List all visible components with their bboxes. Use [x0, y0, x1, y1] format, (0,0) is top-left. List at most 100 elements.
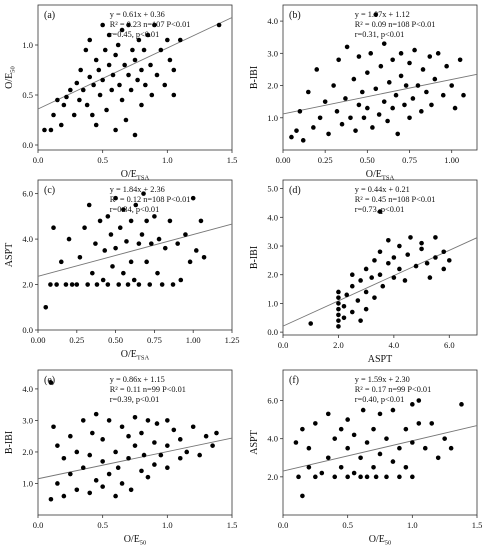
data-point	[360, 407, 366, 413]
data-point	[424, 260, 430, 266]
data-point	[363, 266, 369, 272]
data-point	[361, 115, 367, 121]
data-point	[149, 92, 155, 98]
y-tick-label: 6.0	[267, 396, 278, 406]
y-tick-label: 3.0	[267, 48, 278, 58]
data-point	[365, 105, 370, 111]
data-point	[313, 421, 318, 426]
data-point	[190, 195, 196, 201]
data-point	[413, 263, 419, 269]
data-point	[403, 426, 409, 432]
panel-b: 0.00 0.25 0.50 0.75 1.00 1.0 2.0 3.0 4.0 (b) y = 1…	[249, 4, 478, 182]
data-point	[358, 474, 363, 480]
data-point	[147, 282, 153, 287]
data-point	[139, 430, 144, 436]
data-point	[341, 315, 347, 321]
y-axis-label: O/E50	[4, 66, 17, 89]
data-point	[102, 248, 108, 253]
stats-line: r=0.34, p<0.01	[110, 205, 159, 214]
data-point	[364, 440, 370, 445]
data-point	[390, 57, 395, 63]
x-tick-label: 4.0	[389, 340, 400, 350]
y-tick-label: 3.0	[267, 241, 278, 251]
data-point	[113, 195, 118, 201]
data-point	[296, 474, 301, 480]
x-tick-label: 1.0	[162, 155, 173, 165]
data-point	[332, 436, 338, 441]
data-point	[397, 445, 402, 451]
data-point	[110, 264, 115, 269]
panel-d: 0.0 2.0 4.0 6.0 0.0 1.0 2.0 3.0 4.0 5.0 (d) y = 0.4…	[249, 179, 478, 365]
data-point	[51, 225, 56, 231]
stats-line: y = 0.61x + 0.36	[110, 10, 165, 19]
x-axis-label: ASPT	[368, 354, 392, 365]
data-point	[64, 94, 69, 100]
data-point	[384, 436, 389, 441]
data-point	[113, 245, 118, 251]
data-point	[372, 258, 377, 263]
x-tick-label: 0.0	[33, 520, 44, 530]
data-point	[131, 277, 137, 283]
panel-label: (b)	[289, 10, 301, 21]
data-point	[345, 417, 350, 422]
data-point	[97, 218, 103, 224]
data-point	[85, 282, 90, 287]
data-point	[152, 440, 157, 445]
data-point	[386, 260, 391, 266]
data-point	[170, 282, 176, 287]
data-point	[165, 465, 170, 471]
data-point	[133, 202, 139, 208]
x-tick-label: 1.5	[472, 520, 482, 530]
stats-line: r=0.31, p<0.01	[355, 30, 404, 39]
panel-e: 0.0 0.5 1.0 1.5 1.0 2.0 3.0 4.0 (e) y = 0.86x + 1…	[4, 369, 237, 547]
data-point	[336, 312, 341, 318]
data-point	[300, 138, 306, 143]
data-point	[356, 102, 362, 108]
data-point	[349, 283, 355, 289]
y-tick-label: 5.0	[267, 184, 278, 194]
data-point	[152, 462, 157, 467]
data-point	[338, 465, 344, 470]
panel-a: 0.0 0.5 1.0 1.5 0.0 0.5 1.0 (a) y = 0.61x + 0.36…	[4, 4, 237, 182]
data-point	[156, 236, 162, 242]
x-axis-label: O/ETSA	[121, 349, 150, 362]
data-point	[345, 474, 350, 480]
data-point	[441, 249, 447, 255]
data-point	[158, 452, 164, 458]
data-point	[66, 236, 72, 242]
data-point	[368, 51, 374, 56]
data-point	[422, 445, 428, 451]
x-tick-label: 0.00	[31, 335, 46, 345]
panel-label: (d)	[289, 185, 301, 196]
x-tick-label: 1.0	[162, 520, 173, 530]
data-point	[77, 97, 82, 103]
data-point	[419, 109, 424, 114]
data-point	[177, 437, 183, 442]
data-point	[351, 470, 357, 476]
data-point	[402, 102, 407, 108]
data-point	[165, 418, 170, 423]
x-tick-label: 0.75	[402, 155, 417, 165]
data-point	[322, 99, 328, 104]
data-point	[152, 22, 157, 28]
data-point	[171, 67, 177, 73]
panel-label: (f)	[289, 375, 299, 386]
stats-line: R² = 0.11 n=99 P<0.01	[110, 385, 186, 394]
data-point	[58, 259, 64, 265]
data-point	[93, 57, 99, 63]
data-point	[349, 309, 355, 315]
y-tick-label: 2.0	[22, 280, 33, 290]
x-tick-label: 6.0	[444, 340, 455, 350]
data-point	[121, 270, 126, 276]
data-point	[371, 465, 376, 470]
y-tick-label: 6.0	[22, 189, 33, 199]
data-point	[48, 496, 54, 502]
data-point	[306, 445, 312, 451]
y-tick-label: 4.0	[22, 384, 33, 394]
stats-line: R² = 0.17 n=99 P<0.01	[355, 385, 431, 394]
data-point	[132, 132, 138, 138]
data-point	[159, 282, 165, 287]
data-point	[78, 67, 83, 73]
x-tick-label: 0.5	[97, 155, 108, 165]
